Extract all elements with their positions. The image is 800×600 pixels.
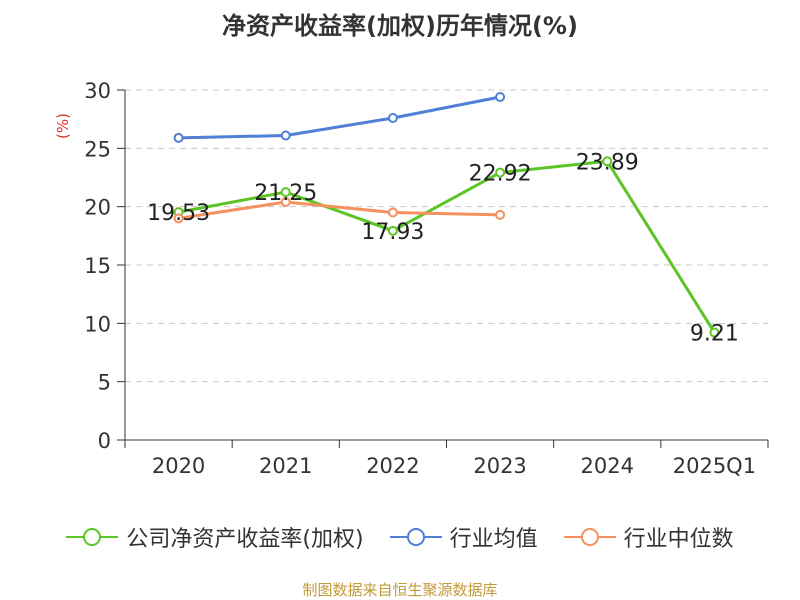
legend-label: 行业均值: [449, 527, 538, 552]
chart-title: 净资产收益率(加权)历年情况(%): [222, 12, 578, 40]
data-label: 21.25: [254, 181, 317, 206]
data-point: [173, 132, 184, 143]
y-axis-label: (%): [54, 113, 72, 139]
data-source-note: 制图数据来自恒生聚源数据库: [302, 581, 498, 599]
data-point: [280, 130, 291, 141]
y-tick-label: 10: [84, 312, 111, 336]
data-label: 22.92: [469, 162, 532, 187]
x-tick-label: 2023: [473, 454, 526, 478]
data-point: [709, 327, 720, 338]
data-point: [280, 197, 291, 207]
legend-label: 行业中位数: [623, 527, 734, 552]
x-tick-label: 2020: [152, 454, 205, 478]
series-lines: [173, 92, 720, 338]
data-labels: 19.53 21.25 17.93 22.92 23.89 9.21: [147, 150, 739, 346]
legend-item-industry-mean[interactable]: 行业均值: [389, 521, 538, 553]
data-point: [495, 92, 506, 102]
y-tick-label: 25: [84, 137, 111, 161]
x-tick-label: 2024: [581, 454, 634, 478]
data-label: 9.21: [690, 322, 739, 347]
legend-line-circle-icon: [563, 528, 616, 546]
axes: 0 5 10 15 20 25 30 2020 2021 2022 2023 2024 2025Q1: [84, 79, 769, 478]
grid-lines: [125, 89, 768, 383]
legend-item-industry-median[interactable]: 行业中位数: [563, 521, 734, 553]
data-point: [387, 207, 398, 218]
data-label: 19.53: [147, 201, 210, 226]
data-point: [173, 213, 184, 224]
data-point: [387, 113, 398, 123]
data-point: [495, 167, 506, 178]
data-point: [387, 225, 398, 236]
data-label: 23.89: [576, 150, 639, 175]
data-point: [495, 209, 506, 220]
legend-label: 公司净资产收益率(加权): [126, 527, 364, 552]
legend-line-circle-icon: [389, 528, 442, 546]
series-line-0: [178, 159, 716, 334]
data-point: [602, 156, 613, 167]
series-line-2: [178, 200, 501, 220]
x-tick-label: 2022: [366, 454, 419, 478]
y-tick-label: 20: [84, 196, 111, 220]
legend: 公司净资产收益率(加权) 行业均值 行业中位数: [0, 520, 800, 554]
data-label: 17.93: [361, 220, 424, 245]
y-tick-label: 15: [84, 254, 111, 278]
legend-item-company[interactable]: 公司净资产收益率(加权): [66, 521, 364, 553]
y-tick-label: 30: [84, 79, 111, 103]
x-tick-label: 2025Q1: [673, 454, 756, 478]
legend-line-circle-icon: [66, 528, 119, 546]
y-tick-label: 5: [98, 371, 111, 395]
x-tick-label: 2021: [259, 454, 312, 478]
y-tick-label: 0: [98, 429, 111, 453]
data-point: [280, 187, 291, 198]
series-line-1: [178, 95, 501, 140]
